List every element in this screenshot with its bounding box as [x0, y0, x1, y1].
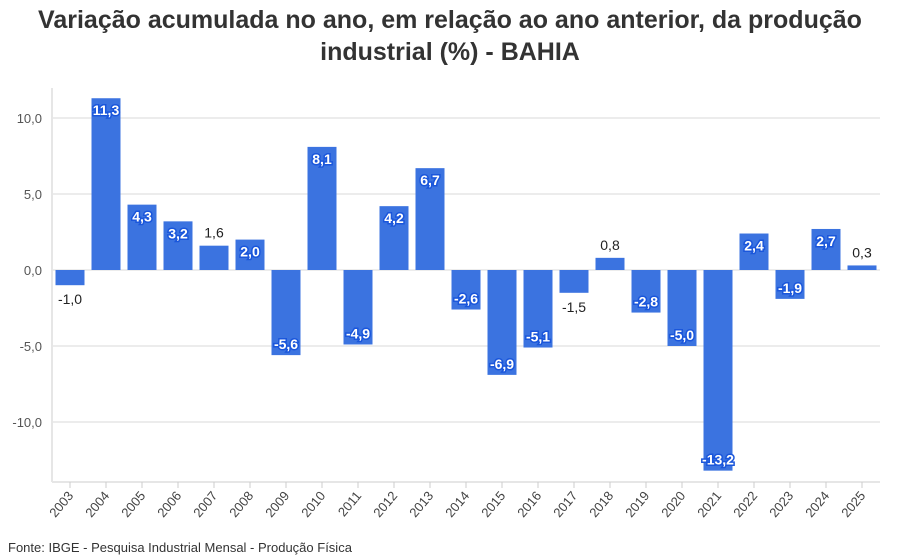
x-tick-label: 2007	[190, 488, 220, 520]
bar-2020	[667, 270, 697, 346]
y-tick-label: -10,0	[12, 415, 42, 430]
x-tick-label: 2005	[118, 488, 148, 520]
data-label: -1,0	[58, 291, 82, 307]
data-label: -2,6	[454, 291, 478, 307]
data-label: -5,1	[526, 329, 550, 345]
data-label: 1,6	[204, 225, 224, 241]
x-tick-label: 2015	[478, 488, 508, 520]
x-tick-label: 2013	[406, 488, 436, 520]
bar-2023	[775, 270, 805, 299]
bar-2025	[847, 265, 877, 270]
bar-2013	[415, 168, 445, 270]
bar-2004	[91, 98, 121, 271]
x-tick-label: 2014	[442, 488, 472, 520]
bar-2011	[343, 270, 373, 345]
bar-2009	[271, 270, 301, 356]
data-label: -5,0	[670, 327, 694, 343]
data-label: 3,2	[168, 225, 188, 241]
bar-2024	[811, 228, 841, 270]
data-label: 11,3	[93, 102, 120, 118]
data-label: -13,2	[702, 452, 734, 468]
x-tick-label: 2023	[766, 488, 796, 520]
x-tick-label: 2018	[586, 488, 616, 520]
data-label: 4,2	[384, 210, 404, 226]
bar-2008	[235, 239, 265, 270]
bar-2018	[595, 257, 625, 270]
data-label: 2,7	[816, 233, 836, 249]
data-label: -4,9	[346, 325, 370, 341]
bar-2012	[379, 206, 409, 270]
bar-2019	[631, 270, 661, 313]
x-tick-label: 2003	[46, 488, 76, 520]
bar-2014	[451, 270, 481, 310]
source-note: Fonte: IBGE - Pesquisa Industrial Mensal…	[8, 540, 352, 555]
x-tick-label: 2004	[82, 488, 112, 520]
bar-2010	[307, 146, 337, 270]
data-label: 6,7	[420, 172, 440, 188]
x-tick-label: 2025	[838, 488, 868, 520]
data-label: 0,3	[852, 244, 872, 260]
chart-title: Variação acumulada no ano, em relação ao…	[38, 6, 862, 66]
bar-2017	[559, 270, 589, 293]
data-label: -5,6	[274, 336, 298, 352]
data-label: 0,8	[600, 237, 620, 253]
bar-2003	[55, 270, 85, 286]
x-tick-label: 2019	[622, 488, 652, 520]
x-tick-label: 2008	[226, 488, 256, 520]
bar-2016	[523, 270, 553, 348]
data-label: 2,0	[240, 244, 260, 260]
x-tick-label: 2020	[658, 488, 688, 520]
data-label: -2,8	[634, 294, 658, 310]
x-tick-label: 2016	[514, 488, 544, 520]
bar-2006	[163, 221, 193, 270]
data-label: 4,3	[132, 209, 152, 225]
x-tick-label: 2011	[335, 488, 364, 519]
x-tick-label: 2021	[694, 488, 724, 520]
x-tick-label: 2022	[730, 488, 760, 520]
bar-2022	[739, 233, 769, 270]
data-label: 8,1	[312, 151, 332, 167]
y-tick-label: -5,0	[20, 339, 42, 354]
data-label: -1,9	[778, 280, 802, 296]
bar-2005	[127, 204, 157, 270]
data-label: 2,4	[744, 238, 764, 254]
x-tick-label: 2006	[154, 488, 184, 520]
x-tick-label: 2009	[262, 488, 292, 520]
data-label: -1,5	[562, 299, 586, 315]
x-tick-label: 2010	[298, 488, 328, 520]
x-tick-label: 2024	[802, 488, 832, 520]
bar-2015	[487, 270, 517, 375]
bar-2021	[703, 270, 733, 471]
x-tick-label: 2017	[550, 488, 580, 520]
bar-2007	[199, 245, 229, 270]
y-tick-label: 10,0	[17, 111, 42, 126]
y-tick-label: 0,0	[24, 263, 42, 278]
x-tick-label: 2012	[370, 488, 400, 520]
y-tick-label: 5,0	[24, 187, 42, 202]
data-label: -6,9	[490, 356, 514, 372]
